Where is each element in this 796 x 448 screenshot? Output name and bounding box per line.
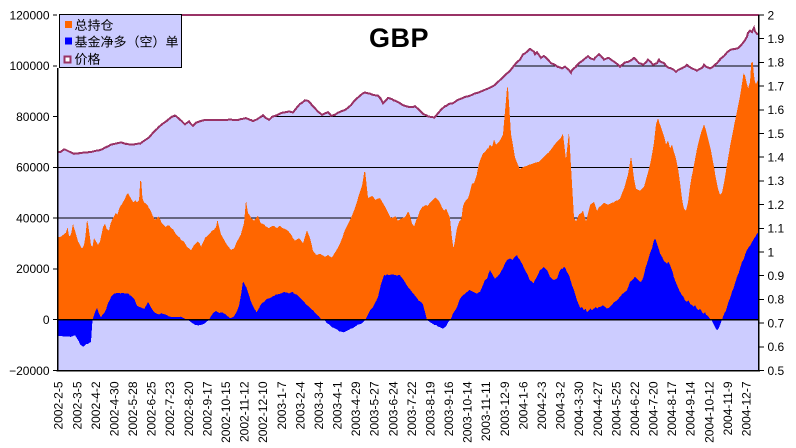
svg-text:2002-3-5: 2002-3-5 <box>70 381 84 429</box>
svg-text:2: 2 <box>768 8 775 22</box>
svg-text:2004-12-7: 2004-12-7 <box>740 381 754 436</box>
svg-text:120000: 120000 <box>9 8 49 22</box>
svg-text:1.6: 1.6 <box>768 103 785 117</box>
svg-text:2003-7-22: 2003-7-22 <box>405 381 419 436</box>
svg-text:2002-4-2: 2002-4-2 <box>89 381 103 429</box>
svg-text:0: 0 <box>43 313 50 327</box>
svg-text:1.9: 1.9 <box>768 32 785 46</box>
svg-text:2003-8-19: 2003-8-19 <box>424 381 438 436</box>
svg-text:1.4: 1.4 <box>768 151 785 165</box>
svg-text:0.7: 0.7 <box>768 316 785 330</box>
svg-text:2003-12-9: 2003-12-9 <box>498 381 512 436</box>
svg-text:2004-7-20: 2004-7-20 <box>647 381 661 436</box>
svg-text:2003-3-4: 2003-3-4 <box>312 381 326 429</box>
svg-text:2003-1-7: 2003-1-7 <box>275 381 289 429</box>
svg-text:1.7: 1.7 <box>768 79 785 93</box>
svg-text:2002-4-30: 2002-4-30 <box>108 381 122 436</box>
svg-text:2004-10-12: 2004-10-12 <box>702 381 716 443</box>
svg-text:2004-3-2: 2004-3-2 <box>554 381 568 429</box>
svg-text:2003-4-1: 2003-4-1 <box>331 381 345 429</box>
svg-text:2003-10-14: 2003-10-14 <box>461 381 475 443</box>
svg-text:1.8: 1.8 <box>768 56 785 70</box>
svg-text:2004-9-14: 2004-9-14 <box>684 381 698 436</box>
svg-text:2003-5-27: 2003-5-27 <box>368 381 382 436</box>
svg-text:2002-12-10: 2002-12-10 <box>256 381 270 443</box>
svg-text:2002-11-12: 2002-11-12 <box>238 381 252 442</box>
svg-text:2002-2-5: 2002-2-5 <box>52 381 66 429</box>
svg-text:2002-5-28: 2002-5-28 <box>126 381 140 436</box>
svg-text:80000: 80000 <box>16 110 50 124</box>
svg-text:2003-2-4: 2003-2-4 <box>293 381 307 429</box>
svg-text:2004-1-6: 2004-1-6 <box>516 381 530 429</box>
svg-text:2002-10-15: 2002-10-15 <box>219 381 233 443</box>
svg-text:2002-9-17: 2002-9-17 <box>200 381 214 436</box>
svg-text:2002-8-20: 2002-8-20 <box>182 381 196 436</box>
svg-text:2004-11-9: 2004-11-9 <box>721 381 735 435</box>
svg-text:2004-3-30: 2004-3-30 <box>572 381 586 436</box>
svg-text:2003-11-11: 2003-11-11 <box>479 381 493 441</box>
svg-text:1.5: 1.5 <box>768 127 785 141</box>
svg-text:2004-8-17: 2004-8-17 <box>665 381 679 436</box>
svg-text:0.9: 0.9 <box>768 269 785 283</box>
svg-text:100000: 100000 <box>9 59 49 73</box>
svg-text:−20000: −20000 <box>9 364 50 378</box>
svg-text:2003-4-29: 2003-4-29 <box>349 381 363 436</box>
svg-text:2003-6-24: 2003-6-24 <box>386 381 400 436</box>
svg-text:2004-2-3: 2004-2-3 <box>535 381 549 429</box>
svg-text:GBP: GBP <box>369 23 429 53</box>
svg-text:1.2: 1.2 <box>768 198 785 212</box>
svg-text:1.3: 1.3 <box>768 174 785 188</box>
svg-text:2002-7-23: 2002-7-23 <box>163 381 177 436</box>
svg-text:0.8: 0.8 <box>768 293 785 307</box>
svg-text:2004-5-25: 2004-5-25 <box>609 381 623 436</box>
svg-text:0.6: 0.6 <box>768 340 785 354</box>
svg-text:2004-4-27: 2004-4-27 <box>591 381 605 436</box>
svg-text:2004-6-22: 2004-6-22 <box>628 381 642 436</box>
svg-text:1.1: 1.1 <box>768 222 785 236</box>
svg-text:2003-9-16: 2003-9-16 <box>442 381 456 436</box>
svg-text:40000: 40000 <box>16 211 50 225</box>
svg-text:60000: 60000 <box>16 161 50 175</box>
svg-text:2002-6-25: 2002-6-25 <box>145 381 159 436</box>
svg-text:20000: 20000 <box>16 262 50 276</box>
svg-text:1: 1 <box>768 245 775 259</box>
svg-text:0.5: 0.5 <box>768 364 785 378</box>
